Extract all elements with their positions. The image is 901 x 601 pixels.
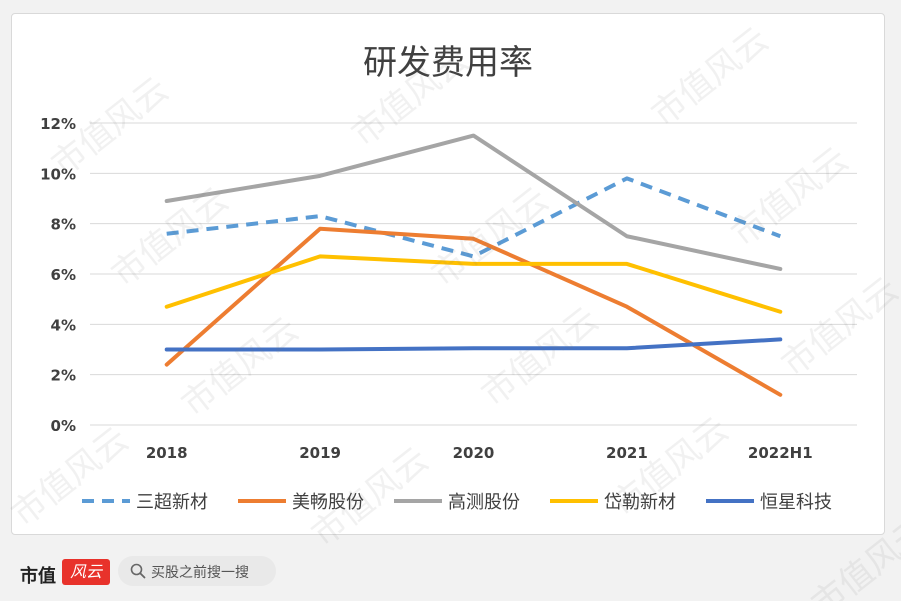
legend-label-3: 岱勒新材 — [604, 492, 676, 513]
x-axis-ticks: 2018 2019 2020 2021 2022H1 — [146, 444, 813, 462]
y-axis-ticks: 0% 2% 4% 6% 8% 10% 12% — [40, 115, 76, 435]
y-tick-label: 12% — [40, 115, 76, 133]
chart-card: 研发费用率 0% 2% 4% 6% 8% 10% 12% 2018 2019 2020 2021 2… — [11, 13, 885, 535]
legend-label-2: 高测股份 — [448, 492, 520, 513]
brand-logo: 风云 — [62, 559, 110, 585]
x-tick-label: 2019 — [299, 444, 341, 462]
series-line-1 — [164, 226, 783, 397]
series-line-4 — [164, 337, 783, 352]
legend: 三超新材 美畅股份 高测股份 岱勒新材 恒星科技 — [82, 492, 832, 513]
footer-bar: 市值 风云 买股之前搜一搜 — [0, 540, 901, 601]
x-tick-label: 2020 — [453, 444, 495, 462]
search-icon — [130, 563, 146, 579]
search-placeholder: 买股之前搜一搜 — [151, 565, 249, 581]
chart-title: 研发费用率 — [363, 43, 533, 83]
legend-label-4: 恒星科技 — [760, 492, 832, 513]
legend-label-1: 美畅股份 — [292, 492, 364, 513]
legend-label-0: 三超新材 — [136, 492, 208, 513]
x-tick-label: 2018 — [146, 444, 188, 462]
y-tick-label: 8% — [51, 216, 76, 234]
x-tick-label: 2022H1 — [748, 444, 813, 462]
series-line-2 — [164, 133, 783, 271]
y-tick-label: 4% — [51, 316, 76, 334]
series-lines — [164, 133, 783, 397]
series-line-0 — [166, 176, 782, 259]
search-box[interactable]: 买股之前搜一搜 — [118, 556, 276, 586]
y-tick-label: 0% — [51, 417, 76, 435]
y-tick-label: 2% — [51, 367, 76, 385]
x-tick-label: 2021 — [606, 444, 648, 462]
line-chart: 研发费用率 0%2%4%6%8%10%12% 2018 2019 2020 2021 2… — [40, 43, 857, 513]
brand-name: 市值 — [20, 566, 56, 587]
y-tick-label: 10% — [40, 165, 76, 183]
gridlines — [90, 122, 857, 426]
y-tick-label: 6% — [51, 266, 76, 284]
series-line-3 — [164, 254, 783, 314]
